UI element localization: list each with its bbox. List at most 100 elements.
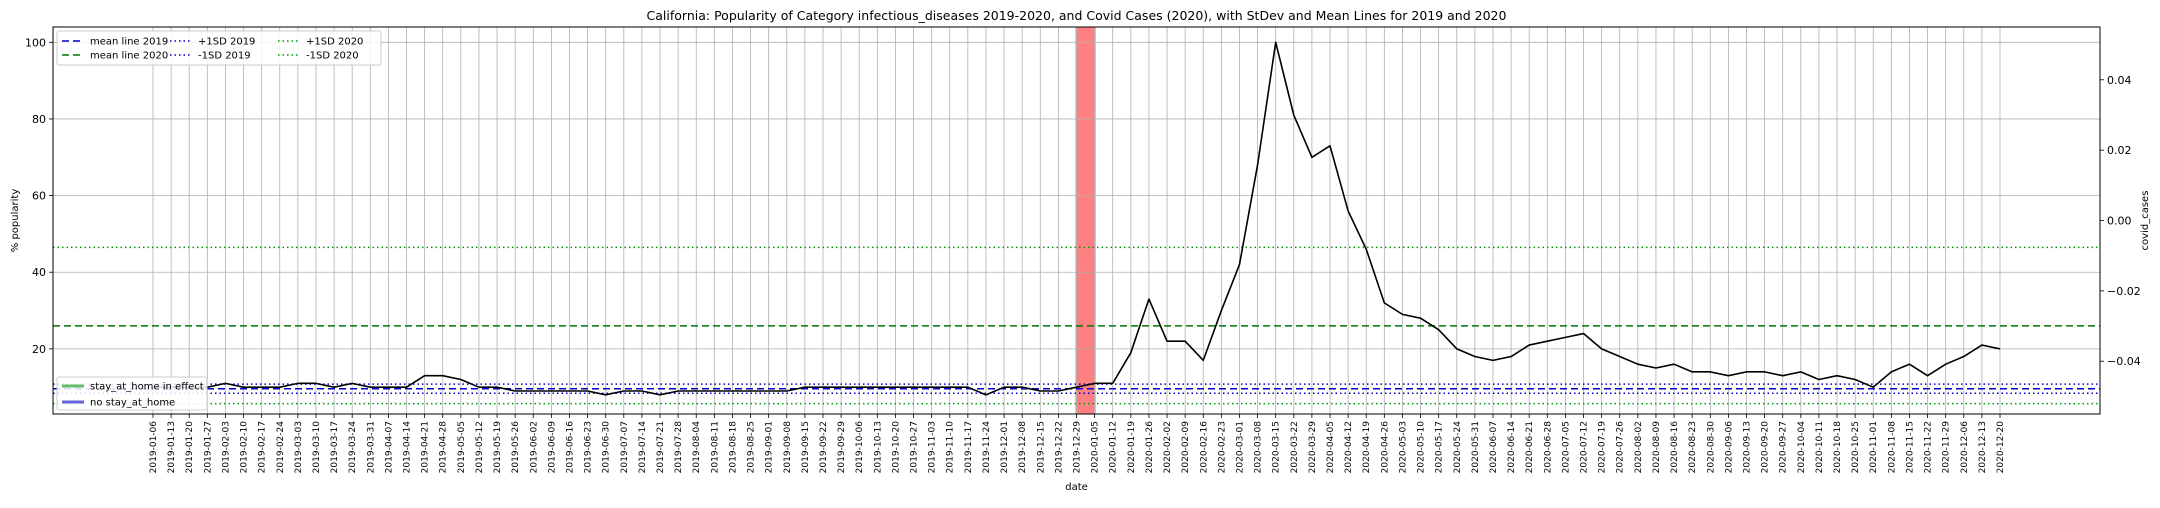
x-tick-label: 2019-03-31 [366,421,376,473]
x-tick-label: 2020-04-05 [1326,421,1336,473]
y-tick-label: 20 [32,343,46,356]
x-tick-label: 2019-11-17 [964,421,974,473]
x-tick-label: 2019-06-23 [584,421,594,473]
y2-tick-label: 0.00 [2107,215,2132,228]
x-tick-label: 2020-05-31 [1471,421,1481,473]
x-tick-label: 2019-10-27 [910,421,920,473]
legend-top: mean line 2019 mean line 2020 +1SD 2019 -1S… [56,30,382,66]
legend-bottom: stay_at_home in effect no stay_at_home [56,376,208,411]
x-tick-label: 2020-06-28 [1543,421,1553,474]
legend-top-box [56,30,382,66]
x-tick-label: 2019-12-01 [1000,421,1010,473]
x-tick-label: 2020-02-16 [1199,421,1209,474]
x-tick-label: 2020-11-15 [1905,421,1915,473]
x-tick-label: 2019-09-29 [837,421,847,474]
x-tick-label: 2019-06-30 [602,421,612,474]
x-tick-label: 2020-03-01 [1235,421,1245,473]
legend-bottom-box [56,376,208,411]
legend-label: +1SD 2020 [306,37,363,48]
x-tick-label: 2019-11-10 [946,421,956,474]
x-tick-label: 2020-09-20 [1761,421,1771,474]
x-tick-label: 2020-01-12 [1109,421,1119,473]
x-tick-label: 2019-11-03 [928,421,938,473]
x-tick-label: 2019-08-25 [747,421,757,473]
x-tick-label: 2019-09-01 [765,421,775,473]
x-tick-label: 2019-08-18 [728,421,738,474]
x-tick-label: 2020-01-19 [1127,421,1137,474]
legend-label: +1SD 2019 [198,37,255,48]
x-axis-label: date [1065,482,1088,493]
x-tick-label: 2019-04-14 [403,421,413,474]
x-tick-label: 2020-08-30 [1706,421,1716,474]
legend-label: -1SD 2019 [198,51,251,62]
x-tick-label: 2020-11-22 [1924,421,1934,473]
y2-tick-label: 0.04 [2107,74,2132,87]
x-tick-label: 2020-11-29 [1942,421,1952,474]
legend-label: no stay_at_home [90,398,175,409]
y2-tick-label: −0.04 [2107,355,2141,368]
y-tick-label: 60 [32,190,46,203]
x-tick-label: 2019-02-10 [240,421,250,474]
x-tick-label: 2020-10-04 [1797,421,1807,474]
x-tick-label: 2019-01-13 [167,421,177,473]
x-tick-label: 2020-09-06 [1724,421,1734,474]
x-tick-label: 2020-09-27 [1779,421,1789,473]
x-tick-label: 2019-03-03 [294,421,304,473]
x-tick-label: 2020-07-05 [1561,421,1571,473]
x-tick-label: 2019-05-26 [511,421,521,474]
x-tick-label: 2019-02-24 [276,421,286,474]
x-tick-label: 2020-10-11 [1815,421,1825,473]
x-tick-label: 2020-03-15 [1272,421,1282,473]
x-tick-label: 2020-01-26 [1145,421,1155,474]
x-tick-label: 2019-09-08 [783,421,793,474]
x-tick-label: 2020-09-13 [1742,421,1752,473]
x-tick-label: 2020-12-13 [1978,421,1988,473]
x-tick-label: 2019-05-12 [475,421,485,473]
legend-label: mean line 2020 [90,51,168,62]
x-tick-label: 2019-12-08 [1018,421,1028,474]
x-tick-label: 2020-04-26 [1380,421,1390,474]
x-tick-label: 2019-05-05 [457,421,467,473]
chart-title: California: Popularity of Category infec… [647,8,1507,23]
x-tick-label: 2020-07-26 [1616,421,1626,474]
x-tick-label: 2019-08-11 [710,421,720,473]
x-tick-label: 2020-08-02 [1634,421,1644,473]
x-tick-label: 2019-10-06 [855,421,865,474]
x-tick-label: 2019-06-09 [547,421,557,474]
series-line-0 [153,41,2001,396]
x-tick-label: 2019-06-16 [565,421,575,474]
x-tick-label: 2019-06-02 [529,421,539,473]
x-tick-label: 2019-08-04 [692,421,702,474]
x-tick-label: 2020-08-16 [1670,421,1680,474]
x-tick-label: 2019-03-17 [330,421,340,473]
x-tick-label: 2019-12-22 [1054,421,1064,473]
x-tick-label: 2020-10-25 [1851,421,1861,473]
x-tick-label: 2019-01-20 [185,421,195,474]
highlight-band [1075,27,1096,414]
x-tick-label: 2019-12-29 [1073,421,1083,474]
y-tick-label: 100 [25,36,46,49]
plot-frame [52,26,2101,415]
x-tick-label: 2019-04-28 [439,421,449,474]
x-tick-label: 2019-01-27 [203,421,213,473]
legend-label: stay_at_home in effect [90,382,204,393]
x-tick-label: 2020-12-06 [1960,421,1970,474]
x-tick-label: 2019-10-13 [873,421,883,473]
x-tick-label: 2019-07-14 [638,421,648,474]
legend-label: mean line 2019 [90,37,168,48]
x-tick-label: 2019-03-24 [348,421,358,474]
y-tick-label: 80 [32,113,46,126]
x-tick-label: 2020-06-07 [1489,421,1499,473]
x-tick-label: 2020-02-09 [1181,421,1191,474]
x-tick-label: 2020-05-17 [1435,421,1445,473]
x-tick-label: 2019-10-20 [891,421,901,474]
legend-label: -1SD 2020 [306,51,359,62]
x-tick-label: 2020-10-18 [1833,421,1843,474]
x-tick-label: 2019-02-17 [258,421,268,473]
y2-tick-label: 0.02 [2107,144,2132,157]
x-tick-label: 2020-04-19 [1362,421,1372,474]
y-axis-label: % popularity [10,189,21,253]
x-tick-label: 2020-02-23 [1217,421,1227,473]
